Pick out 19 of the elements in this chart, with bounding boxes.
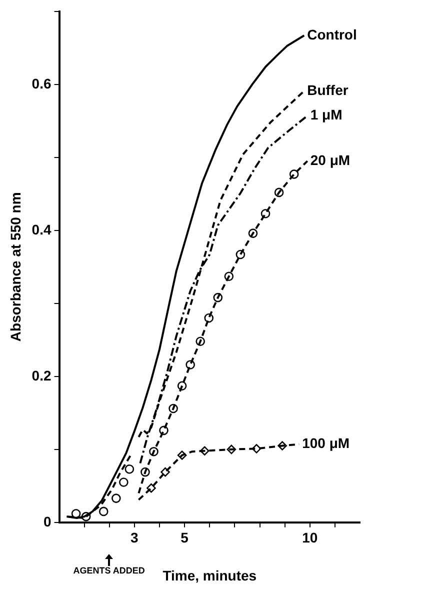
series-label: 100 μM [302, 435, 350, 452]
point [119, 478, 128, 487]
series-label: 1 μM [310, 106, 342, 123]
x-tick-label: 5 [180, 530, 189, 546]
x-axis-title: Time, minutes [162, 567, 257, 584]
x-tick-label: 10 [302, 530, 318, 546]
point [124, 464, 134, 474]
point [112, 494, 121, 503]
y-tick-label: 0.2 [32, 367, 52, 384]
y-tick-label: 0.6 [32, 75, 52, 92]
series-label: Control [307, 26, 357, 42]
series-label: 20 μM [310, 152, 350, 168]
y-tick-label: 0.4 [32, 221, 52, 238]
y-tick-label: 0 [43, 513, 52, 530]
y-axis-title: Absorbance at 550 nm [7, 192, 24, 342]
point [98, 506, 108, 516]
series-label: Buffer [307, 82, 349, 98]
x-tick-label: 3 [130, 530, 139, 546]
text: AGENTS ADDED [73, 565, 146, 576]
